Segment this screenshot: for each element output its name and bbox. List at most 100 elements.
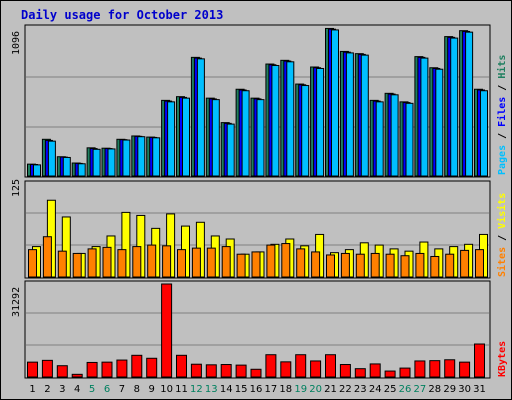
bar-pages (196, 58, 205, 177)
bar-sites (28, 249, 37, 278)
bar-sites (340, 252, 350, 278)
day-label: 1 (29, 384, 35, 395)
legend-kbytes: KBytes (497, 341, 508, 377)
bar-pages (301, 85, 310, 177)
bar-kbytes (414, 360, 426, 378)
bar-pages (152, 137, 161, 177)
bar-pages (480, 90, 488, 177)
bar-sites (221, 246, 231, 278)
day-label: 28 (428, 384, 441, 395)
day-label: 22 (339, 384, 352, 395)
bar-pages (226, 123, 235, 177)
bar-kbytes (429, 360, 441, 378)
bar-sites (251, 251, 261, 278)
day-label: 9 (149, 384, 155, 395)
day-label: 16 (250, 384, 263, 395)
day-label: 31 (473, 384, 486, 395)
bar-kbytes (459, 361, 471, 378)
bar-sites (430, 255, 440, 278)
bar-kbytes (161, 283, 173, 378)
bar-pages (420, 57, 429, 177)
day-label: 3 (59, 384, 65, 395)
day-label: 29 (443, 384, 456, 395)
bar-kbytes (190, 363, 202, 378)
bar-pages (316, 67, 325, 177)
bar-kbytes (56, 365, 68, 378)
day-label: 13 (205, 384, 218, 395)
bar-pages (331, 29, 339, 177)
day-label: 18 (279, 384, 292, 395)
bar-pages (345, 52, 354, 177)
bar-kbytes (354, 368, 366, 378)
bar-sites (57, 250, 67, 278)
bar-sites (326, 254, 335, 278)
bar-kbytes (235, 364, 247, 378)
bar-kbytes (295, 354, 307, 378)
bar-kbytes (146, 357, 158, 378)
day-label: 26 (399, 384, 412, 395)
legend-separator: / (497, 79, 508, 97)
bar-kbytes (325, 354, 336, 378)
bar-kbytes (265, 354, 277, 378)
bar-sites (102, 246, 112, 278)
bar-kbytes (131, 354, 143, 378)
day-label: 7 (119, 384, 125, 395)
bar-pages (450, 37, 459, 177)
legend-hits: Hits (496, 55, 508, 79)
bar-sites (72, 252, 82, 278)
legend-pages: Pages (497, 145, 508, 175)
day-label: 14 (220, 384, 233, 395)
bar-kbytes (369, 363, 381, 378)
bar-pages (390, 94, 399, 177)
bar-pages (62, 156, 71, 177)
bar-pages (77, 163, 86, 177)
day-label: 12 (190, 384, 203, 395)
bar-sites (147, 244, 157, 278)
bar-pages (256, 99, 265, 177)
day-label: 30 (458, 384, 471, 395)
legend-sites: Sites (496, 247, 508, 277)
bar-sites (296, 248, 306, 278)
legend-files: Files (496, 97, 508, 127)
top-axis-max-label: 1096 (11, 31, 22, 55)
bar-kbytes (250, 368, 262, 378)
bar-pages (241, 90, 250, 177)
bar-sites (206, 247, 216, 278)
bar-pages (405, 102, 414, 177)
legend-separator: / (497, 229, 508, 247)
bar-kbytes (205, 364, 217, 378)
bar-pages (375, 101, 384, 177)
bar-pages (33, 164, 41, 177)
bar-kbytes (41, 359, 53, 378)
bar-kbytes (339, 364, 351, 378)
bar-sites (42, 236, 52, 278)
day-label: 2 (44, 384, 50, 395)
bar-pages (137, 136, 146, 177)
day-label: 19 (294, 384, 307, 395)
bar-pages (107, 148, 116, 177)
bar-sites (191, 247, 201, 278)
bar-kbytes (86, 361, 98, 378)
bar-sites (117, 249, 127, 278)
bar-pages (435, 68, 444, 177)
day-label: 17 (265, 384, 278, 395)
bar-sites (266, 244, 276, 278)
day-labels: 1 2 3 4 5 6 7 8 9 10 11 12 13 14 15 16 17 18 19 20 21 22 23 24 2… (29, 384, 486, 395)
day-label: 10 (160, 384, 173, 395)
bar-sites (311, 251, 321, 278)
bar-pages (360, 54, 369, 177)
legend-separator: / (497, 127, 508, 145)
day-label: 15 (235, 384, 248, 395)
bar-sites (236, 253, 246, 278)
bar-pages (47, 140, 56, 177)
bar-kbytes (116, 359, 128, 378)
bar-kbytes (399, 367, 411, 378)
bar-pages (182, 97, 190, 177)
bar-sites (87, 248, 97, 278)
bar-kbytes (280, 361, 292, 378)
bar-sites (370, 252, 380, 278)
day-label: 27 (414, 384, 427, 395)
bar-sites (281, 243, 291, 278)
